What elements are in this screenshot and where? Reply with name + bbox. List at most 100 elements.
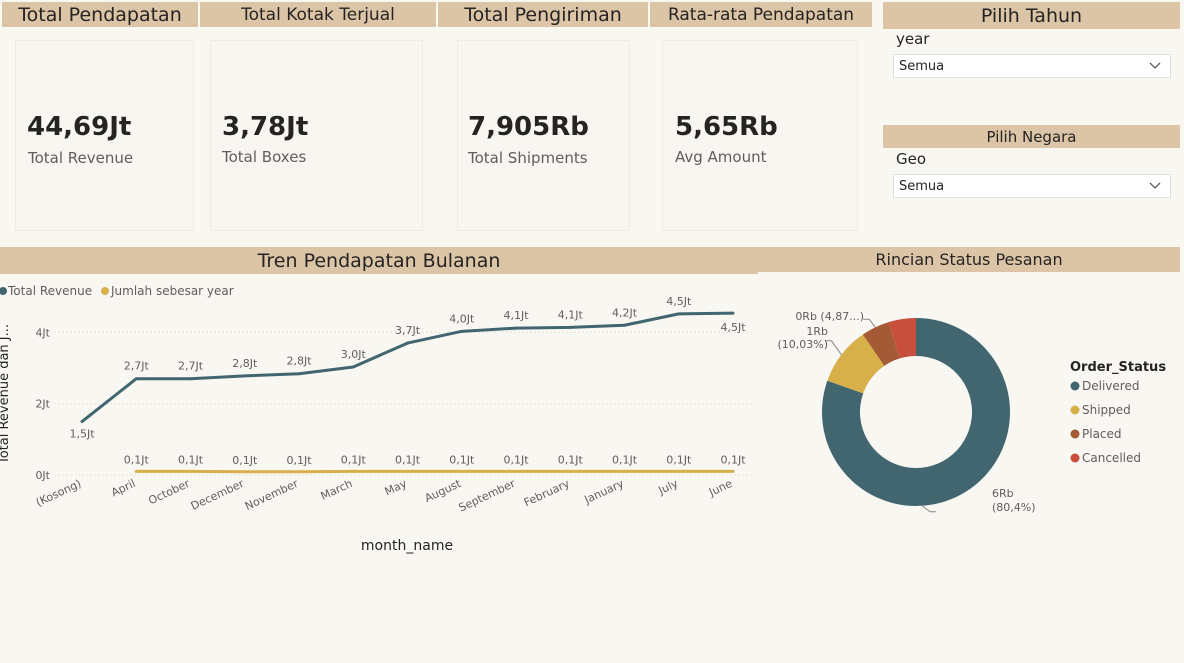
kpi-label-revenue: Total Revenue [28,149,134,167]
data-point [243,374,247,378]
chevron-down-icon [1149,182,1161,189]
legend-marker-shipped [1070,405,1080,415]
data-point [568,469,572,473]
kpi-card-shipments [457,40,630,231]
data-point [406,469,409,473]
data-label: 2,8Jt [232,357,258,370]
donut-data-label: 6Rb [992,487,1014,500]
year-dropdown[interactable]: Semua [893,54,1171,78]
header-pilih-negara: Pilih Negara [883,125,1180,148]
header-pilih-tahun: Pilih Tahun [883,2,1180,29]
legend-label-delivered[interactable]: Delivered [1082,379,1139,393]
data-label: 4,2Jt [612,306,638,319]
legend-label-placed[interactable]: Placed [1082,427,1122,441]
kpi-card-avg [662,40,858,231]
data-point [514,326,518,330]
data-label: 0,1Jt [449,453,475,466]
legend-marker-year [101,287,109,295]
legend-label-year: Jumlah sebesar year [110,284,234,298]
y-tick-label: 4Jt [35,326,50,339]
data-label: 0,1Jt [395,453,421,466]
geo-dropdown[interactable]: Semua [893,174,1171,198]
x-tick-label: April [109,477,137,499]
donut-slice-placed[interactable] [862,322,900,366]
chevron-down-icon [1149,62,1161,69]
data-point [297,372,301,376]
legend-marker-revenue [0,287,7,295]
legend-marker-cancelled [1070,453,1080,463]
chart-legend: Total Revenue Jumlah sebesar year [0,284,234,298]
donut-chart: 6Rb(80,4%) 1Rb(10,03%) 0Rb (4,87...) Order… [777,310,1166,514]
data-point [623,469,626,473]
data-point [677,312,681,316]
data-label: 0,1Jt [178,453,204,466]
y-axis-title: Total Revenue dan J... [0,324,12,465]
data-label: 0,1Jt [286,454,312,467]
legend-marker-placed [1070,429,1080,439]
data-label: 0,1Jt [612,453,638,466]
kpi-card-revenue [15,40,194,231]
kpi-value-avg: 5,65Rb [675,112,778,142]
kpi-value-shipments: 7,905Rb [468,112,589,142]
x-tick-label: August [423,477,464,505]
donut-slice-cancelled[interactable] [888,318,916,359]
kpi-label-shipments: Total Shipments [468,149,588,167]
kpi-value-boxes: 3,78Jt [222,112,309,142]
data-point [623,323,626,327]
data-label: 3,7Jt [395,324,421,337]
legend-label-cancelled[interactable]: Cancelled [1082,451,1141,465]
legend-label-shipped[interactable]: Shipped [1082,403,1131,417]
data-label: 0,1Jt [720,453,746,466]
leader-line [825,340,842,356]
data-point [406,341,409,345]
slicer-geo-label: Geo [896,150,927,168]
header-rincian: Rincian Status Pesanan [758,247,1180,272]
data-point [568,325,572,329]
donut-slice-shipped[interactable] [827,334,885,394]
kpi-value-revenue: 44,69Jt [27,112,132,142]
slicer-year-label: year [896,30,930,48]
data-point [460,329,464,333]
leader-line [863,318,876,328]
data-point [189,377,192,381]
data-label: 4,1Jt [558,308,584,321]
x-tick-label: February [522,477,572,510]
data-point [351,365,355,369]
y-tick-label: 2Jt [35,398,50,411]
data-point [514,469,518,473]
header-rata-rata: Rata-rata Pendapatan [650,2,872,27]
x-tick-label: January [582,477,627,507]
data-point [731,469,735,473]
data-point [80,420,84,424]
data-label: 3,0Jt [341,348,367,361]
data-label: 4,5Jt [666,295,692,308]
data-label: 0,1Jt [666,453,692,466]
legend-label-revenue: Total Revenue [7,284,92,298]
donut-data-label: (10,03%) [777,338,828,351]
donut-slice-delivered[interactable] [822,318,1010,506]
data-point [460,469,464,473]
data-point [134,377,138,381]
data-label: 1,5Jt [69,428,95,441]
data-label: 0,1Jt [341,453,367,466]
data-point [731,311,735,315]
x-tick-label: October [146,477,192,508]
data-point [351,469,355,473]
data-label: 2,7Jt [124,360,150,373]
data-point [134,469,138,473]
data-label: 4,0Jt [449,312,475,325]
legend-marker-delivered [1070,381,1080,391]
x-tick-label: July [656,477,681,498]
data-label: 0,1Jt [558,453,584,466]
x-tick-label: June [706,477,734,499]
line-chart: Total Revenue Jumlah sebesar year Total … [0,284,755,554]
data-label: 0,1Jt [232,454,258,467]
x-axis-title: month_name [361,538,453,554]
data-point [243,470,247,474]
donut-data-label: (80,4%) [992,501,1036,514]
header-tren: Tren Pendapatan Bulanan [0,247,758,274]
header-total-kotak: Total Kotak Terjual [200,2,436,27]
data-point [677,469,681,473]
x-tick-label: May [383,477,410,499]
donut-legend: Order_Status Delivered Shipped Placed Cance… [1070,360,1166,465]
